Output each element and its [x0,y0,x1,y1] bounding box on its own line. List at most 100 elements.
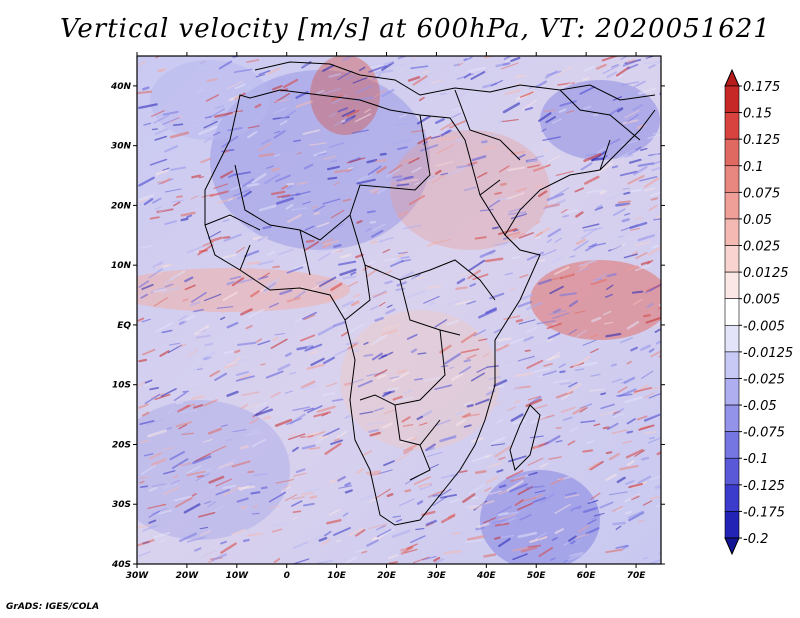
field-streak [574,329,587,339]
field-streak [295,100,313,108]
field-streak [138,358,148,363]
colorbar-segment [724,457,740,486]
field-streak [260,138,272,145]
field-streak [196,474,205,478]
field-streak [154,135,168,141]
field-streak [178,409,198,414]
field-streak [580,420,596,424]
field-streak [173,201,181,207]
field-streak [297,63,309,70]
field-streak [526,359,544,370]
field-streak [466,56,474,59]
field-streak [306,343,313,349]
field-streak [274,332,285,336]
field-streak [611,64,619,68]
field-streak [445,319,460,326]
field-streak [276,197,294,205]
field-streak [154,263,174,268]
field-streak [330,439,343,446]
field-streak [323,87,342,95]
field-streak [455,138,463,142]
field-streak [138,280,150,288]
field-streak [460,332,477,344]
y-tick-label: 40S [111,560,131,570]
field-streak [612,506,623,512]
field-streak [160,177,171,185]
field-streak [308,142,327,146]
field-streak [458,365,472,375]
field-streak [548,155,561,162]
field-streak [569,427,578,432]
field-streak [223,233,242,242]
field-streak [278,248,294,256]
field-streak [273,523,287,527]
field-streak [430,79,443,84]
field-streak [291,500,303,507]
field-streak [446,300,461,305]
field-streak [292,446,299,452]
field-streak [570,540,576,545]
field-streak [573,240,589,251]
field-streak [162,482,179,490]
field-streak [467,161,478,166]
field-streak [600,392,607,396]
field-streak [323,530,332,537]
field-streak [220,542,237,554]
field-streak [554,503,571,514]
field-streak [434,169,442,175]
field-streak [557,65,574,76]
field-streak [274,418,293,427]
field-streak [239,225,256,235]
field-streak [624,212,631,216]
field-streak [426,507,435,513]
field-streak [533,367,551,373]
field-streak [378,301,386,307]
y-tick-label: 10S [112,381,131,391]
field-streak [628,511,645,522]
colorbar-label: -0.175 [743,505,785,520]
field-streak [456,73,474,80]
field-streak [630,346,638,352]
field-streak [538,259,546,262]
field-streak [449,498,460,504]
field-streak [317,253,331,261]
field-streak [396,183,410,187]
field-streak [313,150,327,157]
field-streak [451,112,462,119]
field-streak [193,308,204,313]
field-streak [356,178,376,185]
field-streak [497,513,516,521]
field-streak [437,144,454,154]
field-streak [350,300,359,306]
field-streak [304,241,320,251]
field-streak [654,328,661,333]
field-streak [382,422,393,429]
field-streak [223,149,230,154]
field-streak [425,519,437,526]
field-streak [611,165,619,169]
field-streak [552,312,570,320]
field-streak [388,164,403,175]
field-streak [392,175,403,179]
field-streak [606,422,619,431]
field-streak [429,301,436,306]
field-streak [494,445,512,458]
field-streak [300,380,316,389]
field-streak [288,433,306,441]
field-streak [385,168,401,178]
field-streak [586,189,605,194]
field-streak [568,129,586,138]
field-streak [514,400,521,404]
field-streak [272,85,283,91]
field-streak [200,549,216,559]
field-streak [582,339,597,346]
field-streak [162,110,179,116]
field-streak [318,536,328,542]
field-streak [579,407,588,413]
field-streak [273,557,281,564]
field-streak [634,241,651,247]
field-streak [462,493,476,503]
field-streak [263,282,277,292]
field-streak [375,69,394,75]
